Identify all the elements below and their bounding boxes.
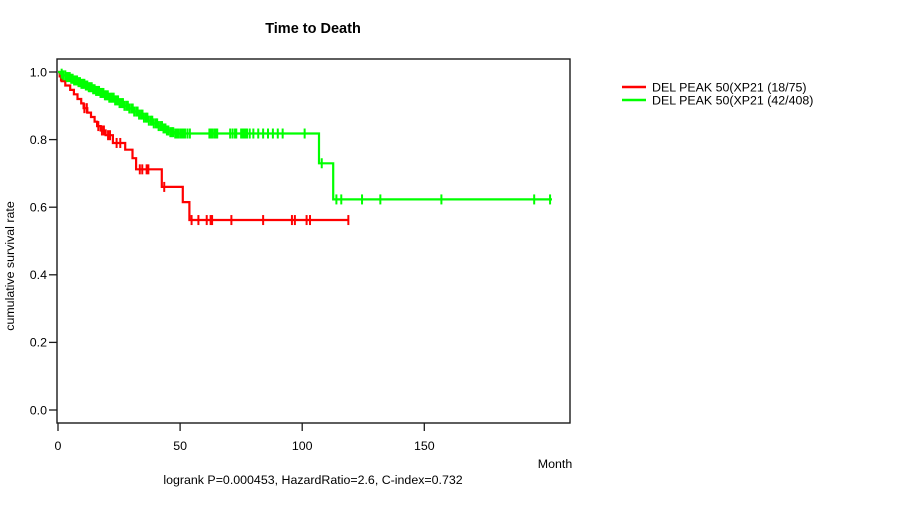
legend-item: DEL PEAK 50(XP21 (42/408) [622, 93, 813, 107]
y-tick-label: 0.0 [30, 403, 47, 417]
survival-curve-red [58, 70, 349, 222]
plot-area: 0 50 100 150 0.0 0.2 0.4 0.6 0.8 1.0 [30, 58, 571, 453]
x-tick-label: 100 [292, 439, 313, 453]
x-axis-label: Month [538, 457, 573, 471]
censor-marks-green [60, 68, 552, 205]
legend: DEL PEAK 50(XP21 (18/75)DEL PEAK 50(XP21… [622, 80, 813, 107]
chart-title: Time to Death [265, 21, 361, 37]
y-tick-label: 0.4 [30, 268, 47, 282]
y-tick-label: 0.8 [30, 133, 47, 147]
y-axis-label: cumulative survival rate [3, 201, 17, 331]
legend-item: DEL PEAK 50(XP21 (18/75) [622, 80, 807, 94]
y-tick-label: 0.2 [30, 336, 47, 350]
x-tick-label: 0 [55, 439, 62, 453]
x-tick-label: 50 [173, 439, 187, 453]
x-tick-label: 150 [414, 439, 435, 453]
legend-item-label: DEL PEAK 50(XP21 (18/75) [652, 80, 807, 94]
legend-item-label: DEL PEAK 50(XP21 (42/408) [652, 93, 813, 107]
footer-stats: logrank P=0.000453, HazardRatio=2.6, C-i… [163, 473, 462, 487]
y-tick-label: 1.0 [30, 65, 47, 79]
plot-border [56, 58, 571, 424]
y-tick-label: 0.6 [30, 201, 47, 215]
